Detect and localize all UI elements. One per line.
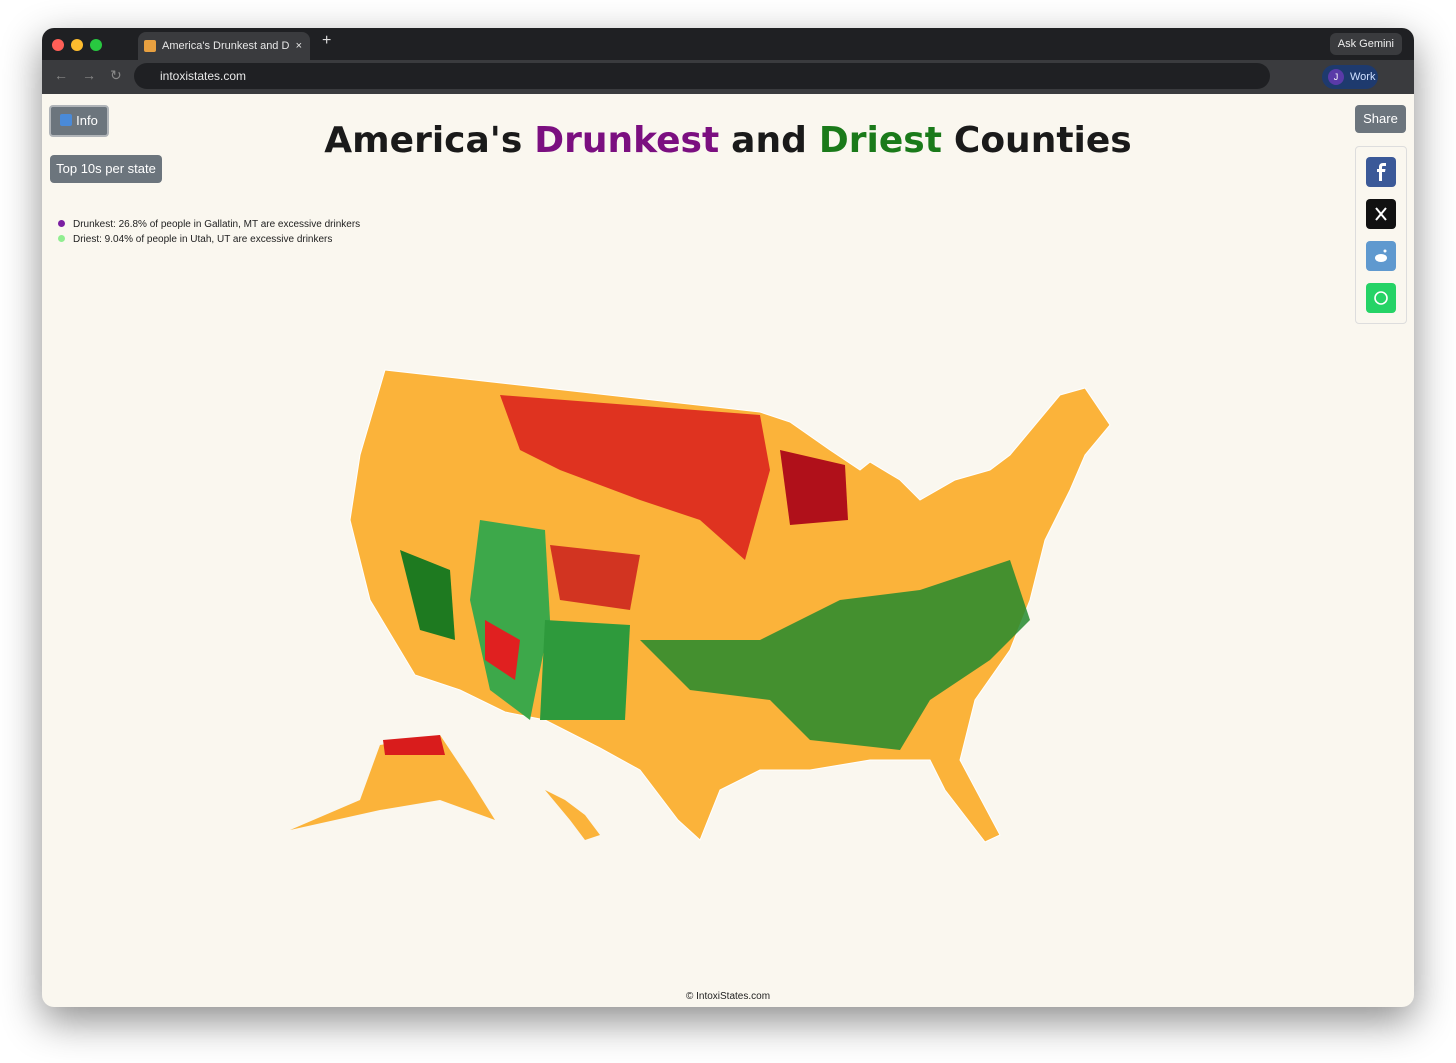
legend-text: Driest: 9.04% of people in Utah, UT are … [73, 234, 333, 245]
legend-item: Drunkest: 26.8% of people in Gallatin, M… [58, 219, 360, 230]
close-dot[interactable] [52, 39, 64, 51]
toolbar: ←→↻ intoxistates.com J Work [42, 60, 1414, 94]
new-tab[interactable]: + [322, 32, 332, 49]
reddit-share[interactable] [1366, 241, 1396, 271]
tab-close[interactable]: × [295, 40, 302, 52]
region-green [640, 560, 1030, 750]
hawaii [545, 790, 600, 840]
info-label: Info [76, 113, 98, 128]
region-red [550, 545, 640, 610]
legend-text: Drunkest: 26.8% of people in Gallatin, M… [73, 219, 361, 230]
facebook-share[interactable] [1366, 157, 1396, 187]
title-drunkest: Drunkest [534, 120, 720, 161]
alaska [290, 735, 495, 830]
region-green [470, 520, 550, 720]
tab-title: America's Drunkest and Dries [162, 40, 290, 52]
alaska-red [383, 735, 445, 755]
share-panel [1355, 146, 1407, 324]
ask-gemini[interactable]: Ask Gemini [1329, 33, 1402, 55]
info-button[interactable]: Info [49, 105, 109, 137]
minimize-dot[interactable] [71, 39, 83, 51]
zoom-dot[interactable] [90, 39, 102, 51]
title-driest: Driest [818, 120, 942, 161]
tab-bar: America's Drunkest and Dries × + Ask Gemi… [42, 28, 1414, 60]
share-button[interactable]: Share [1355, 105, 1406, 133]
title-word: America's [324, 120, 523, 161]
url: intoxistates.com [160, 69, 247, 83]
page-title: America's Drunkest and Driest Counties [42, 120, 1414, 161]
profile-name: Work [1350, 71, 1376, 83]
region-red [485, 620, 520, 680]
region-green [540, 620, 630, 720]
title-word: and [731, 120, 807, 161]
nav-buttons[interactable]: ←→↻ [54, 67, 136, 83]
region-red [500, 395, 770, 560]
region-green [400, 550, 455, 640]
title-word: Counties [953, 120, 1132, 161]
mainland [349, 369, 1111, 843]
address-bar[interactable]: intoxistates.com [134, 63, 1270, 89]
profile-initial: J [1328, 69, 1344, 85]
x-share[interactable] [1366, 199, 1396, 229]
region-darkred [780, 450, 848, 525]
tab[interactable]: America's Drunkest and Dries × [138, 32, 310, 60]
whatsapp-share[interactable] [1366, 283, 1396, 313]
favicon [144, 40, 156, 52]
county-map [290, 369, 1111, 843]
top10-button[interactable]: Top 10s per state [50, 155, 162, 183]
footer: © IntoxiStates.com [685, 991, 771, 1002]
browser-window: America's Drunkest and Dries × + Ask Gemi… [42, 28, 1414, 1007]
legend-item: Driest: 9.04% of people in Utah, UT are … [58, 234, 332, 245]
profile[interactable]: J Work [1322, 65, 1378, 89]
